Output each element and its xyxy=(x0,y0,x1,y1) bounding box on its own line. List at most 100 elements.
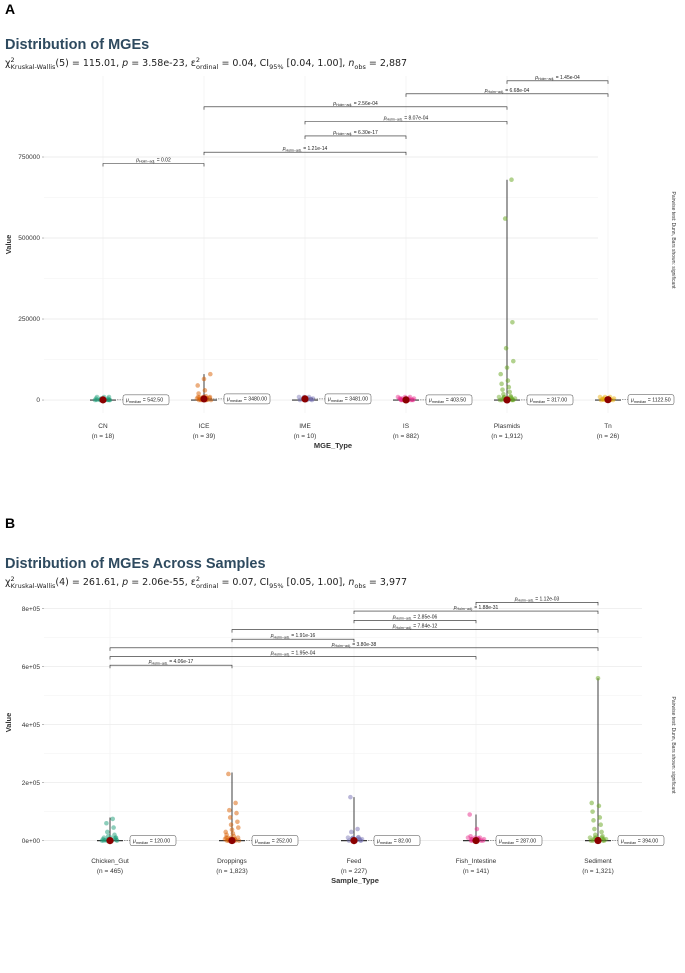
data-point-cluster xyxy=(113,835,119,840)
bracket-p-label: pHolm−adj. = 1.91e-16 xyxy=(270,633,316,639)
bracket-line xyxy=(203,106,508,110)
y-axis-label: Value xyxy=(4,713,13,733)
median-point xyxy=(472,836,480,845)
median-label: μmedian = 120.00 xyxy=(132,838,170,845)
data-point xyxy=(498,371,504,377)
median-label-box xyxy=(251,835,299,846)
data-point xyxy=(592,826,597,832)
data-point-cluster xyxy=(610,397,616,403)
data-point xyxy=(208,371,213,377)
bracket-p-label: pHolm−adj. = 1.12e-03 xyxy=(514,596,560,602)
data-point xyxy=(196,391,201,396)
data-point-cluster xyxy=(587,835,593,840)
data-point xyxy=(356,834,361,840)
data-point xyxy=(596,803,602,809)
comparison-bracket: pHolm−adj. = 7.84e-12 xyxy=(231,624,599,633)
data-point-cluster xyxy=(297,397,303,403)
y-tick-label: 250000 xyxy=(18,316,40,323)
data-point xyxy=(504,365,510,370)
data-point xyxy=(591,818,596,823)
data-point-cluster xyxy=(395,394,401,400)
median-point xyxy=(350,837,358,845)
data-point xyxy=(104,820,109,826)
grid xyxy=(44,600,642,845)
comparison-bracket: pHolm−adj. = 2.56e-04 xyxy=(203,101,508,110)
median-point xyxy=(106,837,114,845)
data-point-cluster xyxy=(99,838,105,843)
comparison-bracket: pHolm−adj. = 4.06e-17 xyxy=(109,659,233,669)
panel-letter: B xyxy=(5,515,15,531)
bracket-line xyxy=(231,638,355,643)
y-tick-label: 750000 xyxy=(18,154,40,161)
data-point-cluster xyxy=(194,396,200,401)
median-label: μmedian = 394.00 xyxy=(620,838,658,845)
median-point xyxy=(604,396,612,404)
x-tick-count: (n = 39) xyxy=(193,433,216,440)
x-tick-count: (n = 465) xyxy=(97,868,123,875)
data-point xyxy=(234,810,239,816)
median-label: μmedian = 252.00 xyxy=(254,838,292,845)
data-point xyxy=(599,829,604,835)
data-point-cluster xyxy=(296,394,302,400)
data-point-cluster xyxy=(345,835,351,840)
x-tick-count: (n = 227) xyxy=(341,868,367,875)
x-tick-count: (n = 141) xyxy=(463,868,489,875)
data-point xyxy=(509,177,514,182)
x-tick-label: Tn xyxy=(604,423,612,430)
bracket-line xyxy=(304,121,508,125)
y-tick-label: 2e+05 xyxy=(22,780,41,787)
y-tick-label: 8e+05 xyxy=(22,606,41,613)
data-point xyxy=(597,815,603,820)
bracket-line xyxy=(506,80,609,84)
data-point-cluster xyxy=(598,397,604,403)
y-axis-label: Value xyxy=(4,235,13,255)
data-point xyxy=(590,809,595,814)
data-point xyxy=(593,832,598,838)
data-point-cluster xyxy=(398,397,404,403)
data-point-cluster xyxy=(590,838,596,843)
data-point xyxy=(507,389,512,395)
data-point-cluster xyxy=(468,838,474,843)
x-tick-count: (n = 26) xyxy=(597,433,620,440)
chart-title: Distribution of MGEs xyxy=(5,37,149,53)
side-caption: Pairwise test: Dunn, Bars shown: signifi… xyxy=(670,192,676,290)
comparison-bracket: pHolm−adj. = 1.88e-31 xyxy=(353,605,599,615)
data-point-cluster xyxy=(223,835,229,840)
bracket-p-label: pHolm−adj. = 6.68e-04 xyxy=(484,88,530,94)
bracket-line xyxy=(405,93,609,97)
bracket-line xyxy=(353,619,477,624)
data-point-cluster xyxy=(359,836,365,842)
data-point xyxy=(598,822,603,828)
comparison-bracket: pHolm−adj. = 1.21e-14 xyxy=(203,146,407,156)
x-tick-label: Droppings xyxy=(217,858,247,865)
x-tick-label: Sediment xyxy=(584,858,612,865)
data-point xyxy=(506,384,512,390)
data-point xyxy=(233,800,238,806)
comparison-bracket: pHolm−adj. = 6.68e-04 xyxy=(405,88,609,97)
data-point-cluster xyxy=(105,396,111,401)
data-point-cluster xyxy=(92,397,98,403)
x-tick-count: (n = 1,823) xyxy=(216,868,248,875)
comparison-bracket: pHolm−adj. = 1.12e-03 xyxy=(475,596,599,606)
data-point xyxy=(228,822,234,828)
data-point xyxy=(355,826,360,832)
data-point xyxy=(349,829,354,835)
x-tick-label: Chicken_Gut xyxy=(91,858,129,865)
data-point xyxy=(589,800,594,806)
x-tick-count: (n = 1,321) xyxy=(582,868,614,875)
median-label-box xyxy=(495,835,543,846)
data-point-cluster xyxy=(588,838,594,843)
median-label-box xyxy=(223,393,271,405)
data-point xyxy=(227,807,232,813)
data-point-cluster xyxy=(94,394,100,400)
bracket-p-label: pHolm−adj. = 0.02 xyxy=(135,157,171,163)
data-point xyxy=(201,376,207,382)
bracket-line xyxy=(231,629,599,633)
data-point xyxy=(600,834,605,839)
bracket-p-label: pHolm−adj. = 1.45e-04 xyxy=(534,75,580,81)
median-label-box xyxy=(617,835,665,846)
data-point xyxy=(468,834,473,839)
bracket-p-label: pHolm−adj. = 6.30e-17 xyxy=(332,130,378,136)
